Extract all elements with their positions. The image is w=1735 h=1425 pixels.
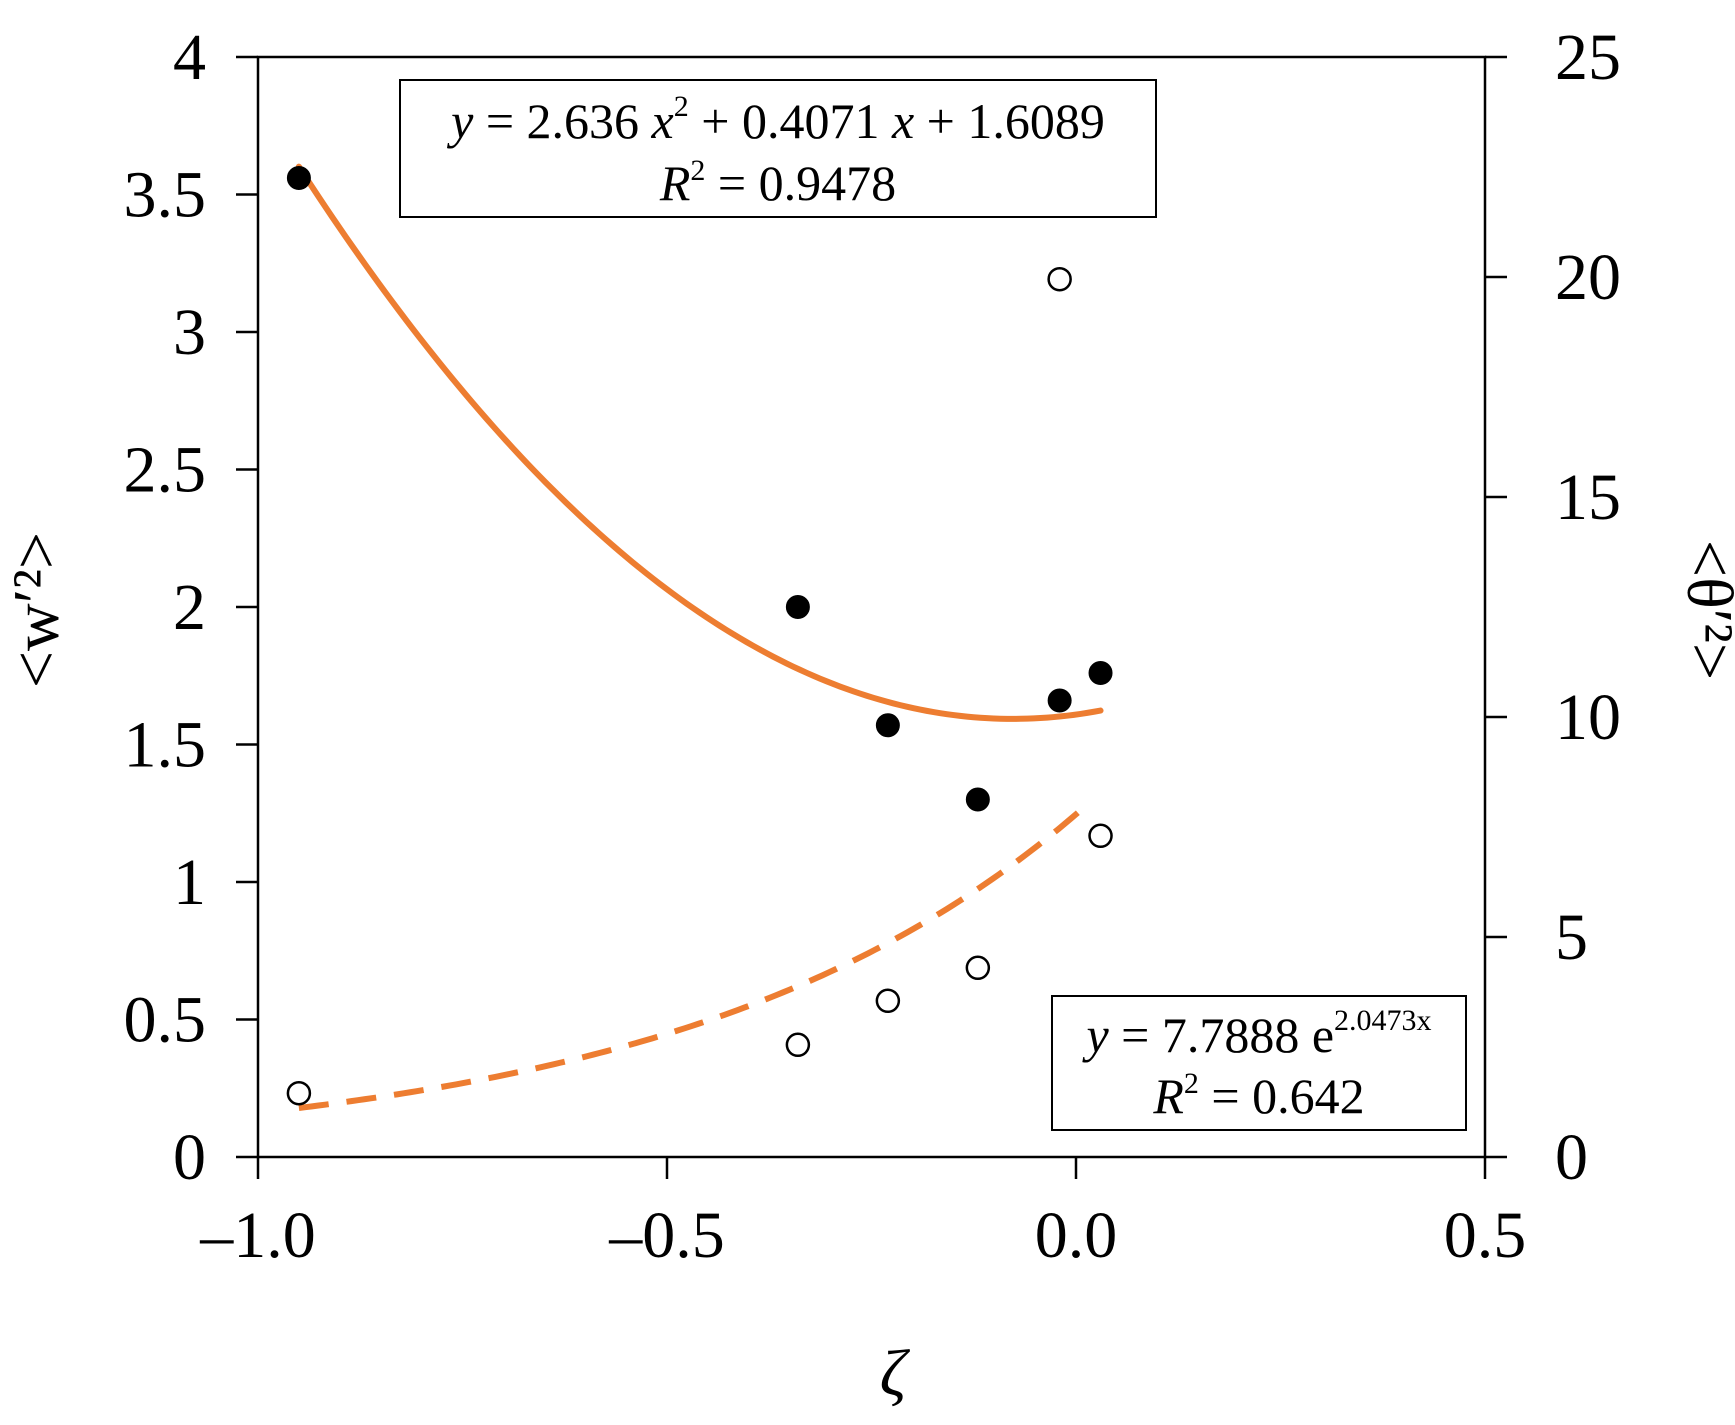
quad-eq-coef-c: + 1.6089 bbox=[914, 93, 1105, 149]
exponential-equation-box: y = 7.7888 e2.0473x R2 = 0.642 bbox=[1051, 995, 1467, 1131]
w-variance-point bbox=[1088, 661, 1113, 685]
w-variance-point bbox=[965, 787, 990, 812]
theta-variance-point bbox=[965, 955, 991, 981]
left-y-tick-label: 3.5 bbox=[124, 159, 207, 232]
right-y-tick-label: 20 bbox=[1555, 241, 1621, 314]
quad-r2-value: = 0.9478 bbox=[705, 155, 896, 211]
quadratic-equation: y = 2.636 x2 + 0.4071 x + 1.6089 bbox=[446, 90, 1105, 149]
right-y-tick-label: 0 bbox=[1555, 1121, 1588, 1194]
right-y-axis-ticks: 0 5 10 15 20 25 bbox=[1485, 21, 1621, 1194]
left-y-tick-label: 0 bbox=[173, 1121, 206, 1194]
exponential-r2: R2 = 0.642 bbox=[1152, 1067, 1364, 1124]
right-y-tick-label: 5 bbox=[1555, 901, 1588, 974]
w-variance-points bbox=[286, 166, 1113, 812]
quad-r2-exponent: 2 bbox=[690, 154, 705, 187]
exp-eq-y: y bbox=[1081, 1007, 1109, 1063]
x-axis-ticks: –1.0 –0.5 0.0 0.5 bbox=[199, 1157, 1526, 1272]
right-y-tick-label: 10 bbox=[1555, 681, 1621, 754]
exponential-fit-line bbox=[298, 804, 1087, 1111]
x-tick-label: –1.0 bbox=[199, 1199, 316, 1272]
exp-r2-exponent: 2 bbox=[1184, 1067, 1199, 1100]
x-tick-label: 0.0 bbox=[1035, 1199, 1118, 1272]
quadratic-fit-line bbox=[295, 163, 1104, 722]
exp-r2-value: = 0.642 bbox=[1199, 1068, 1365, 1124]
x-axis-title: ζ bbox=[880, 1337, 911, 1410]
quadratic-r2: R2 = 0.9478 bbox=[659, 154, 896, 211]
quad-eq-exponent: 2 bbox=[674, 90, 689, 123]
quad-eq-coef-b: + 0.4071 bbox=[689, 93, 892, 149]
exp-r2-r: R bbox=[1152, 1068, 1184, 1124]
left-y-tick-label: 1 bbox=[173, 846, 206, 919]
left-y-tick-label: 2 bbox=[173, 571, 206, 644]
exponential-equation: y = 7.7888 e2.0473x bbox=[1081, 1004, 1431, 1063]
left-y-tick-label: 3 bbox=[173, 296, 206, 369]
left-y-axis-title: <w′²> bbox=[0, 532, 73, 688]
x-tick-label: –0.5 bbox=[608, 1199, 725, 1272]
quadratic-equation-frame bbox=[399, 79, 1157, 218]
w-variance-point bbox=[286, 166, 311, 190]
w-variance-point bbox=[875, 713, 900, 738]
w-variance-point bbox=[785, 595, 810, 619]
quad-eq-coef-a: = 2.636 bbox=[473, 93, 651, 149]
theta-variance-point bbox=[1088, 823, 1113, 849]
theta-variance-point bbox=[1047, 266, 1072, 292]
right-y-axis-title: <θ′²> bbox=[1673, 540, 1735, 680]
exp-eq-exponent: 2.0473x bbox=[1334, 1004, 1432, 1037]
left-y-tick-label: 1.5 bbox=[124, 709, 207, 782]
right-y-tick-label: 15 bbox=[1555, 461, 1621, 534]
left-y-tick-label: 2.5 bbox=[124, 434, 207, 507]
left-y-tick-label: 0.5 bbox=[124, 984, 207, 1057]
theta-variance-point bbox=[286, 1080, 312, 1106]
left-y-axis-ticks: 0 0.5 1 1.5 2 2.5 3 3.5 4 bbox=[124, 21, 258, 1194]
x-tick-label: 0.5 bbox=[1444, 1199, 1527, 1272]
theta-variance-points bbox=[286, 266, 1113, 1106]
theta-variance-point bbox=[785, 1032, 811, 1058]
exponential-equation-frame bbox=[1051, 995, 1467, 1131]
quad-eq-x-squared: x bbox=[651, 93, 674, 149]
quadratic-equation-box: y = 2.636 x2 + 0.4071 x + 1.6089 R2 = 0.… bbox=[399, 79, 1157, 218]
quad-r2-r: R bbox=[659, 155, 691, 211]
exp-eq-body: = 7.7888 e bbox=[1109, 1007, 1334, 1063]
left-y-tick-label: 4 bbox=[173, 21, 206, 94]
quad-eq-x: x bbox=[891, 93, 914, 149]
theta-variance-point bbox=[875, 988, 901, 1014]
w-variance-point bbox=[1047, 688, 1072, 713]
quad-eq-y: y bbox=[446, 93, 474, 149]
plot-frame bbox=[256, 55, 1487, 1159]
right-y-tick-label: 25 bbox=[1555, 21, 1621, 94]
